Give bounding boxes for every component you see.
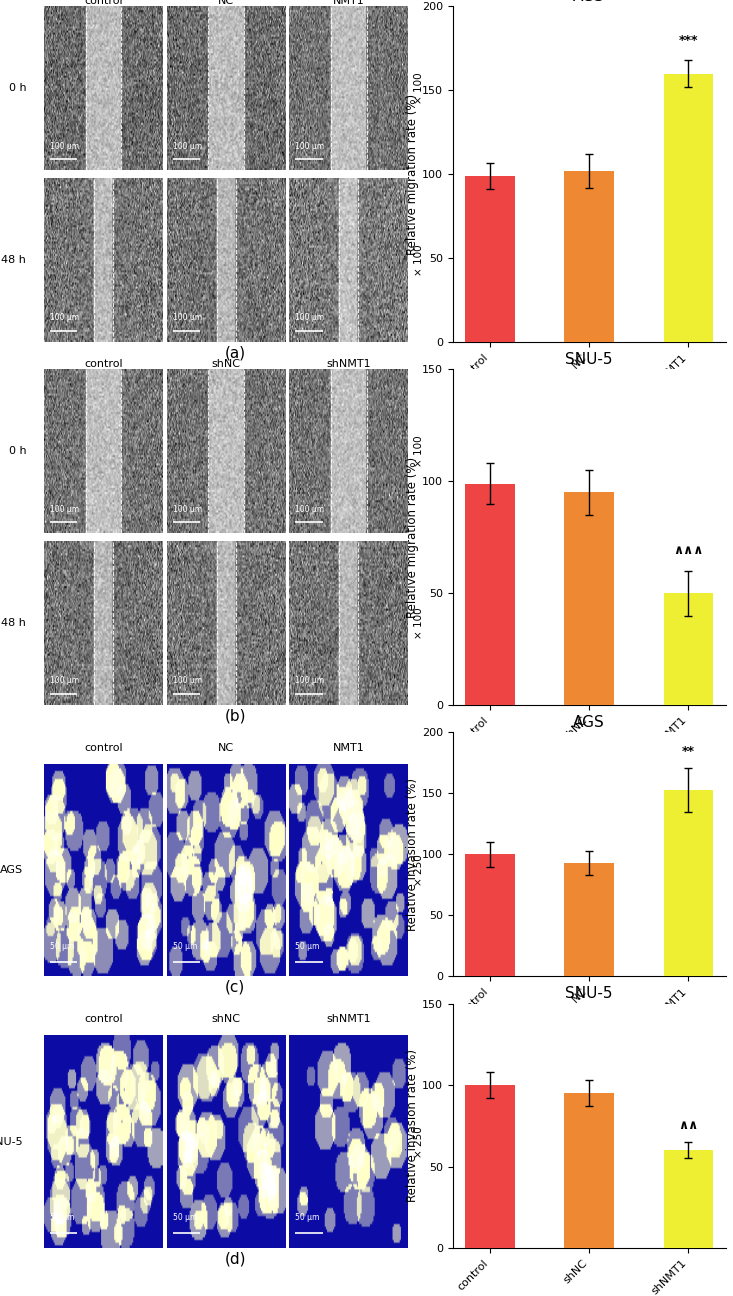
Text: **: ** bbox=[682, 745, 695, 758]
Y-axis label: Relative invasion rate (%): Relative invasion rate (%) bbox=[406, 1050, 419, 1203]
Text: (c): (c) bbox=[225, 980, 246, 995]
Text: NMT1: NMT1 bbox=[333, 743, 365, 753]
Title: NMT1: NMT1 bbox=[333, 0, 365, 5]
Bar bbox=[465, 1085, 515, 1248]
Text: 100 μm: 100 μm bbox=[50, 141, 79, 150]
Bar bbox=[564, 171, 614, 342]
Text: control: control bbox=[84, 1015, 123, 1024]
Text: NC: NC bbox=[218, 743, 235, 753]
Bar bbox=[465, 854, 515, 976]
Bar bbox=[564, 863, 614, 976]
Text: 48 h: 48 h bbox=[1, 255, 26, 266]
Bar bbox=[465, 483, 515, 705]
Bar bbox=[663, 74, 713, 342]
Text: 100 μm: 100 μm bbox=[50, 504, 79, 513]
Y-axis label: Relative migration rate (%): Relative migration rate (%) bbox=[406, 456, 419, 618]
Text: 0 h: 0 h bbox=[9, 446, 26, 456]
Text: 100 μm: 100 μm bbox=[295, 677, 325, 686]
Text: × 100: × 100 bbox=[414, 73, 424, 104]
Bar bbox=[663, 1151, 713, 1248]
Text: (b): (b) bbox=[224, 709, 246, 723]
Text: 50 μm: 50 μm bbox=[50, 1213, 74, 1222]
Bar bbox=[564, 1094, 614, 1248]
Text: × 250: × 250 bbox=[414, 1126, 424, 1157]
Text: control: control bbox=[84, 743, 123, 753]
Text: AGS: AGS bbox=[0, 866, 23, 875]
Text: 100 μm: 100 μm bbox=[173, 314, 202, 323]
Text: × 100: × 100 bbox=[414, 245, 424, 276]
Y-axis label: Relative migration rate (%): Relative migration rate (%) bbox=[406, 93, 419, 255]
Title: shNC: shNC bbox=[212, 359, 240, 368]
Text: 100 μm: 100 μm bbox=[50, 314, 79, 323]
Title: AGS: AGS bbox=[573, 715, 605, 730]
Text: (a): (a) bbox=[224, 346, 246, 360]
Text: ***: *** bbox=[679, 34, 698, 47]
Text: 100 μm: 100 μm bbox=[50, 677, 79, 686]
Text: 100 μm: 100 μm bbox=[295, 141, 325, 150]
Text: 48 h: 48 h bbox=[1, 618, 26, 629]
Text: × 100: × 100 bbox=[414, 608, 424, 639]
Title: SNU-5: SNU-5 bbox=[565, 986, 613, 1002]
Text: shNMT1: shNMT1 bbox=[326, 1015, 371, 1024]
Title: SNU-5: SNU-5 bbox=[565, 353, 613, 367]
Text: 50 μm: 50 μm bbox=[50, 942, 74, 951]
Text: shNC: shNC bbox=[212, 1015, 240, 1024]
Text: 50 μm: 50 μm bbox=[295, 942, 320, 951]
Title: control: control bbox=[84, 0, 123, 5]
Text: × 250: × 250 bbox=[414, 854, 424, 886]
Bar bbox=[663, 789, 713, 976]
Text: × 100: × 100 bbox=[414, 435, 424, 467]
Text: SNU-5: SNU-5 bbox=[0, 1137, 23, 1147]
Text: 50 μm: 50 μm bbox=[173, 1213, 197, 1222]
Title: control: control bbox=[84, 359, 123, 368]
Text: 100 μm: 100 μm bbox=[173, 504, 202, 513]
Text: 0 h: 0 h bbox=[9, 83, 26, 93]
Text: 100 μm: 100 μm bbox=[295, 314, 325, 323]
Text: 50 μm: 50 μm bbox=[173, 942, 197, 951]
Bar bbox=[663, 594, 713, 705]
Text: (d): (d) bbox=[224, 1252, 246, 1266]
Title: NC: NC bbox=[218, 0, 235, 5]
Text: 100 μm: 100 μm bbox=[173, 141, 202, 150]
Title: shNMT1: shNMT1 bbox=[326, 359, 371, 368]
Text: 100 μm: 100 μm bbox=[295, 504, 325, 513]
Text: 50 μm: 50 μm bbox=[295, 1213, 320, 1222]
Y-axis label: Relative invasion rate (%): Relative invasion rate (%) bbox=[406, 778, 419, 931]
Text: ∧∧: ∧∧ bbox=[678, 1120, 699, 1133]
Bar bbox=[564, 492, 614, 705]
Text: 100 μm: 100 μm bbox=[173, 677, 202, 686]
Title: AGS: AGS bbox=[573, 0, 605, 4]
Text: ∧∧∧: ∧∧∧ bbox=[673, 544, 704, 557]
Bar bbox=[465, 176, 515, 342]
